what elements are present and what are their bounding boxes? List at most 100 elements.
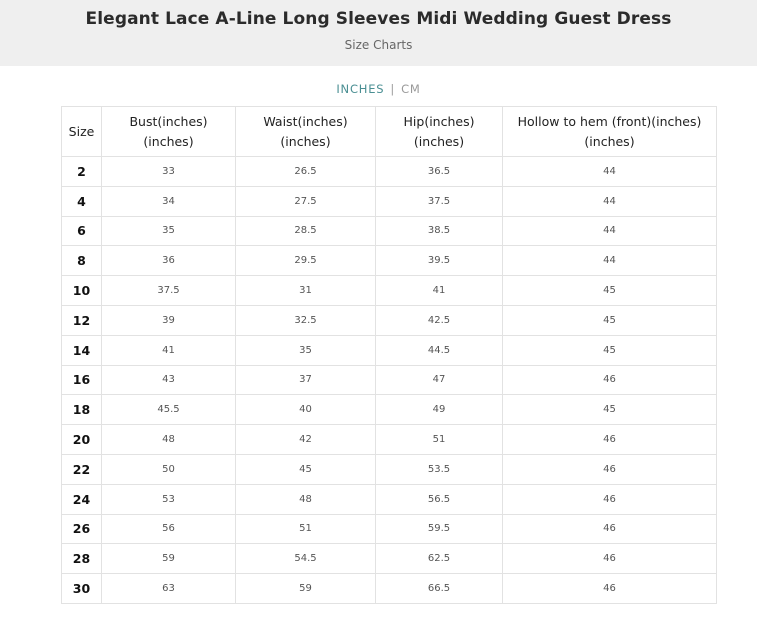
- waist-cell: 26.5: [235, 156, 376, 187]
- size-cell: 20: [61, 424, 102, 455]
- table-body: 2 33 26.5 36.5 44 4 34 27.5 37.5 44 6 35 28.5 38.5 44 8…: [61, 156, 717, 604]
- size-cell: 26: [61, 513, 102, 545]
- unit-inches-toggle[interactable]: INCHES: [336, 82, 385, 96]
- column-header-label: Hip(inches): [403, 113, 475, 129]
- table-row: 8 36 29.5 39.5 44: [61, 245, 717, 277]
- product-title: Elegant Lace A-Line Long Sleeves Midi We…: [85, 9, 672, 29]
- column-header-label: Size: [68, 123, 95, 139]
- table-row: 30 63 59 66.5 46: [61, 573, 717, 604]
- size-charts-subtitle: Size Charts: [344, 38, 413, 52]
- hollow-to-hem-cell: 46: [502, 513, 717, 545]
- bust-cell: 39: [101, 304, 236, 336]
- table-row: 12 39 32.5 42.5 45: [61, 304, 717, 336]
- size-cell: 18: [61, 394, 102, 426]
- column-header-label: Bust(inches): [129, 113, 208, 129]
- table-row: 26 56 51 59.5 46: [61, 513, 717, 545]
- bust-cell: 63: [101, 573, 236, 604]
- table-row: 28 59 54.5 62.5 46: [61, 543, 717, 575]
- table-row: 18 45.5 40 49 45: [61, 394, 717, 426]
- hip-cell: 36.5: [375, 156, 503, 187]
- bust-cell: 36: [101, 245, 236, 277]
- size-cell: 16: [61, 364, 102, 396]
- hip-cell: 62.5: [375, 543, 503, 575]
- waist-cell: 42: [235, 424, 376, 455]
- table-row: 16 43 37 47 46: [61, 364, 717, 396]
- hip-cell: 41: [375, 275, 503, 306]
- size-cell: 12: [61, 304, 102, 336]
- bust-cell: 43: [101, 364, 236, 396]
- unit-toggle: INCHES | CM: [0, 82, 757, 96]
- hip-cell: 49: [375, 394, 503, 426]
- hollow-to-hem-cell: 45: [502, 275, 717, 306]
- hollow-to-hem-cell: 46: [502, 483, 717, 515]
- bust-cell: 59: [101, 543, 236, 575]
- hip-cell: 66.5: [375, 573, 503, 604]
- size-cell: 28: [61, 543, 102, 575]
- table-header-row: Size Bust(inches) (inches) Waist(inches) (in…: [61, 106, 717, 157]
- size-cell: 2: [61, 156, 102, 187]
- size-cell: 30: [61, 573, 102, 604]
- size-cell: 14: [61, 334, 102, 366]
- column-header-label: Waist(inches): [263, 113, 348, 129]
- hollow-to-hem-cell: 46: [502, 453, 717, 485]
- hollow-to-hem-cell: 46: [502, 573, 717, 604]
- column-header-unit: (inches): [143, 133, 194, 149]
- waist-cell: 54.5: [235, 543, 376, 575]
- waist-cell: 59: [235, 573, 376, 604]
- table-row: 20 48 42 51 46: [61, 424, 717, 455]
- size-cell: 8: [61, 245, 102, 277]
- column-header-unit: (inches): [584, 133, 635, 149]
- size-cell: 6: [61, 215, 102, 247]
- column-header-hip: Hip(inches) (inches): [375, 106, 503, 157]
- column-header-size: Size: [61, 106, 102, 157]
- waist-cell: 35: [235, 334, 376, 366]
- hip-cell: 37.5: [375, 185, 503, 217]
- waist-cell: 29.5: [235, 245, 376, 277]
- column-header-unit: (inches): [280, 133, 331, 149]
- table-row: 10 37.5 31 41 45: [61, 275, 717, 306]
- size-cell: 10: [61, 275, 102, 306]
- table-row: 6 35 28.5 38.5 44: [61, 215, 717, 247]
- unit-cm-toggle[interactable]: CM: [401, 82, 421, 96]
- hollow-to-hem-cell: 44: [502, 245, 717, 277]
- hollow-to-hem-cell: 46: [502, 364, 717, 396]
- hollow-to-hem-cell: 45: [502, 334, 717, 366]
- bust-cell: 56: [101, 513, 236, 545]
- hip-cell: 47: [375, 364, 503, 396]
- hip-cell: 44.5: [375, 334, 503, 366]
- table-row: 22 50 45 53.5 46: [61, 453, 717, 485]
- size-cell: 24: [61, 483, 102, 515]
- size-chart-table: Size Bust(inches) (inches) Waist(inches) (in…: [61, 106, 717, 604]
- hip-cell: 51: [375, 424, 503, 455]
- table-row: 2 33 26.5 36.5 44: [61, 156, 717, 187]
- hip-cell: 42.5: [375, 304, 503, 336]
- waist-cell: 40: [235, 394, 376, 426]
- bust-cell: 48: [101, 424, 236, 455]
- unit-separator: |: [390, 82, 396, 96]
- bust-cell: 53: [101, 483, 236, 515]
- waist-cell: 32.5: [235, 304, 376, 336]
- table-row: 14 41 35 44.5 45: [61, 334, 717, 366]
- bust-cell: 45.5: [101, 394, 236, 426]
- bust-cell: 35: [101, 215, 236, 247]
- column-header-bust: Bust(inches) (inches): [101, 106, 236, 157]
- waist-cell: 37: [235, 364, 376, 396]
- page-header: Elegant Lace A-Line Long Sleeves Midi We…: [0, 0, 757, 66]
- bust-cell: 33: [101, 156, 236, 187]
- bust-cell: 37.5: [101, 275, 236, 306]
- bust-cell: 34: [101, 185, 236, 217]
- hollow-to-hem-cell: 45: [502, 304, 717, 336]
- hip-cell: 56.5: [375, 483, 503, 515]
- column-header-label: Hollow to hem (front)(inches): [517, 113, 702, 129]
- waist-cell: 45: [235, 453, 376, 485]
- hollow-to-hem-cell: 45: [502, 394, 717, 426]
- waist-cell: 28.5: [235, 215, 376, 247]
- hollow-to-hem-cell: 44: [502, 185, 717, 217]
- column-header-hollow-to-hem: Hollow to hem (front)(inches) (inches): [502, 106, 717, 157]
- hip-cell: 38.5: [375, 215, 503, 247]
- column-header-waist: Waist(inches) (inches): [235, 106, 376, 157]
- table-row: 4 34 27.5 37.5 44: [61, 185, 717, 217]
- hollow-to-hem-cell: 46: [502, 543, 717, 575]
- column-header-unit: (inches): [413, 133, 465, 149]
- table-row: 24 53 48 56.5 46: [61, 483, 717, 515]
